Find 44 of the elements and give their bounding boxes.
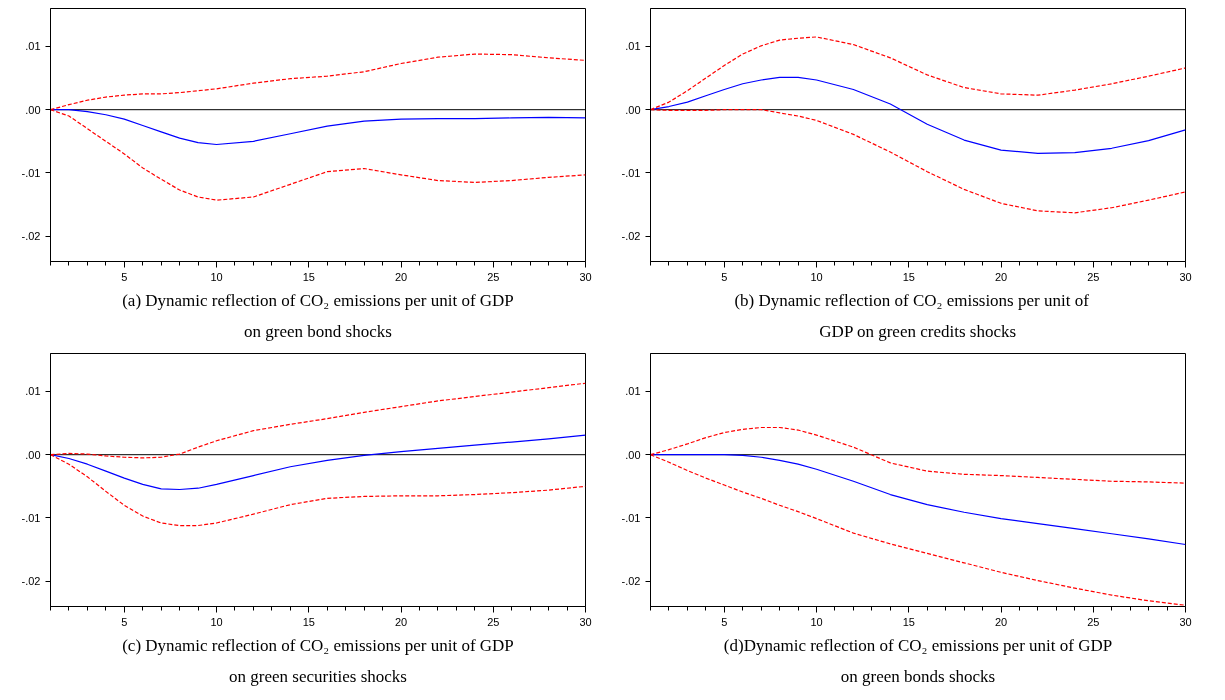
x-tick-label: 15 (902, 270, 915, 283)
y-tick-label: -.01 (621, 511, 641, 524)
y-tick-label: -.02 (21, 230, 41, 243)
y-tick-label: .01 (25, 40, 41, 53)
x-tick-label: 20 (394, 615, 408, 628)
x-tick-label: 30 (579, 270, 592, 283)
y-tick-label: -.01 (21, 511, 41, 524)
y-tick-label: .00 (25, 103, 41, 116)
x-tick-label: 10 (210, 615, 223, 628)
x-tick-label: 5 (721, 615, 728, 628)
x-tick-label: 10 (810, 615, 823, 628)
x-tick-label: 20 (994, 615, 1008, 628)
x-tick-label: 30 (1179, 270, 1192, 283)
x-tick-label: 25 (1087, 270, 1100, 283)
text: (a) Dynamic reflection of CO₂ emissions per unit of GDP on green bond shocks (122, 290, 514, 341)
x-tick-label: 15 (902, 615, 915, 628)
y-tick-label: .01 (625, 385, 641, 398)
x-tick-label: 25 (487, 270, 500, 283)
x-tick-label: 30 (579, 615, 592, 628)
y-tick-label: .01 (25, 385, 41, 398)
x-tick-label: 5 (721, 270, 728, 283)
x-tick-label: 5 (121, 615, 128, 628)
y-tick-label: -.02 (621, 575, 641, 588)
text: (d)Dynamic reflection of CO₂ emissions per unit of GDP on green bonds shocks (723, 635, 1113, 686)
y-tick-label: .00 (625, 448, 641, 461)
x-tick-label: 15 (302, 615, 315, 628)
y-tick-label: .00 (25, 448, 41, 461)
x-tick-label: 25 (1087, 615, 1100, 628)
x-tick-label: 30 (1179, 615, 1192, 628)
y-tick-label: .01 (625, 40, 641, 53)
x-tick-label: 10 (210, 270, 223, 283)
x-tick-label: 10 (810, 270, 823, 283)
x-tick-label: 25 (487, 615, 500, 628)
x-tick-label: 5 (121, 270, 128, 283)
y-tick-label: -.01 (621, 166, 641, 179)
y-tick-label: .00 (625, 103, 641, 116)
x-tick-label: 15 (302, 270, 315, 283)
y-tick-label: -.02 (21, 575, 41, 588)
text: (b) Dynamic reflection of CO₂ emissions per unit of GDP on green credits shocks (734, 290, 1090, 341)
x-tick-label: 20 (394, 270, 408, 283)
x-tick-label: 20 (994, 270, 1008, 283)
y-tick-label: -.01 (21, 166, 41, 179)
text: (c) Dynamic reflection of CO₂ emissions per unit of GDP on green securities shocks (122, 635, 514, 686)
y-tick-label: -.02 (621, 230, 641, 243)
